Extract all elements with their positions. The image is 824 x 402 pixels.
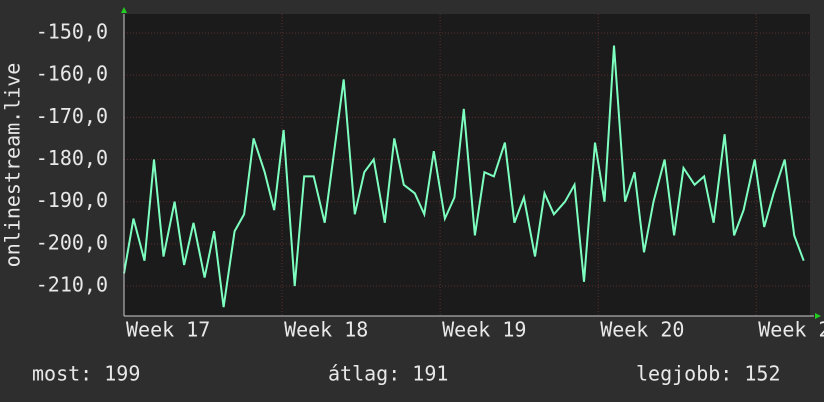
y-tick-label: -180,0	[36, 146, 108, 170]
y-tick-label: -170,0	[36, 104, 108, 128]
x-tick-label: Week 21	[758, 318, 824, 342]
data-line	[123, 45, 805, 308]
x-tick-label: Week 20	[600, 318, 684, 342]
y-tick-label: -190,0	[36, 188, 108, 212]
y-arrow	[121, 7, 127, 13]
y-tick-label: -210,0	[36, 273, 108, 297]
x-arrow	[815, 313, 821, 319]
x-tick-label: Week 18	[284, 318, 368, 342]
y-tick-label: -160,0	[36, 62, 108, 86]
y-axis-label: onlinestream.live	[1, 63, 25, 268]
x-tick-label: Week 17	[126, 318, 210, 342]
plot-area	[124, 14, 810, 316]
y-tick-label: -200,0	[36, 230, 108, 254]
footer-stat: legjobb: 152	[636, 362, 781, 386]
x-tick-label: Week 19	[442, 318, 526, 342]
y-tick-label: -150,0	[36, 19, 108, 43]
footer-stat: most: 199	[32, 362, 140, 386]
footer-stat: átlag: 191	[328, 362, 448, 386]
